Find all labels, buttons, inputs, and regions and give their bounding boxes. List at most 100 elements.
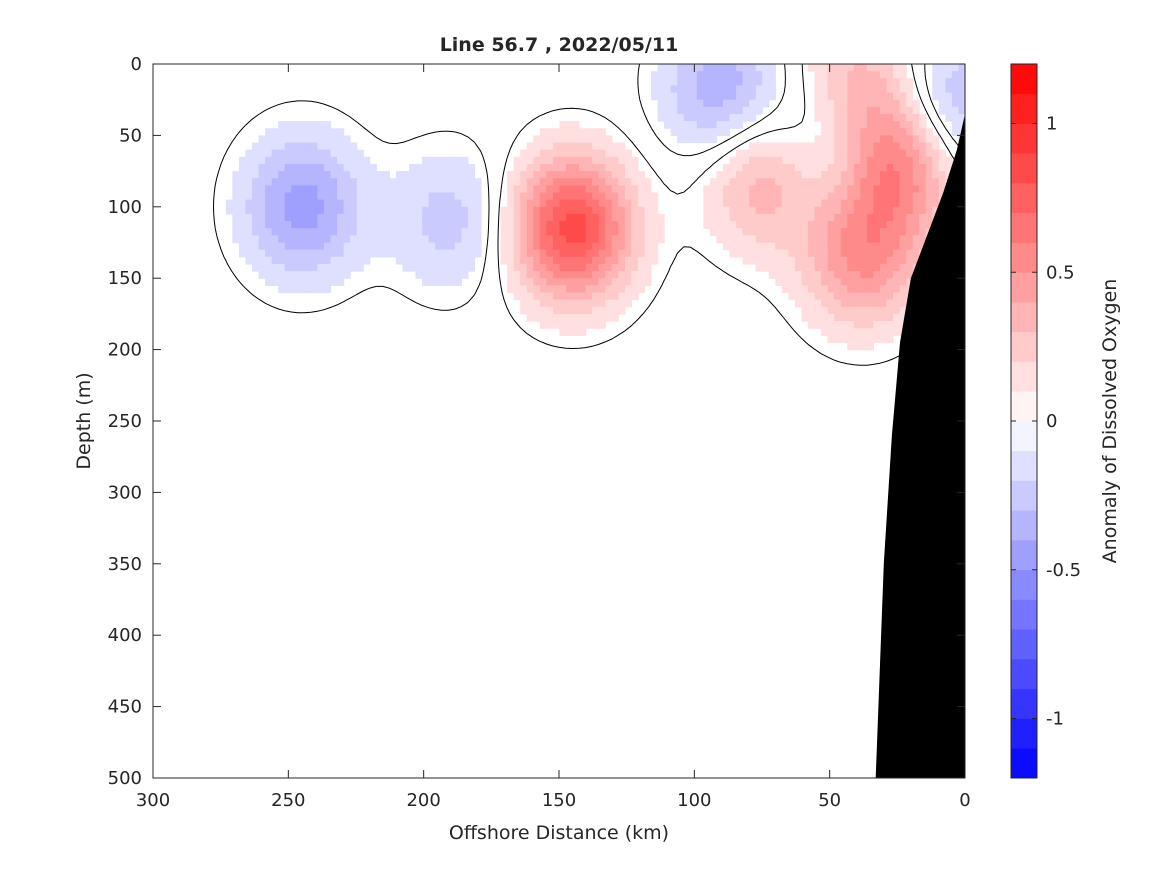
contour-cell bbox=[350, 228, 358, 236]
contour-cell bbox=[409, 228, 417, 236]
contour-cell bbox=[513, 285, 521, 294]
contour-cell bbox=[350, 163, 358, 172]
contour-cell bbox=[657, 99, 665, 108]
contour-cell bbox=[513, 171, 521, 179]
contour-cell bbox=[644, 221, 652, 229]
contour-cell bbox=[808, 313, 816, 322]
contour-cell bbox=[808, 185, 816, 194]
contour-cell bbox=[736, 171, 744, 179]
contour-cell bbox=[637, 263, 646, 272]
contour-cell bbox=[886, 78, 894, 87]
contour-cell bbox=[722, 64, 731, 72]
contour-cell bbox=[814, 156, 822, 165]
contour-cell bbox=[906, 278, 914, 286]
contour-cell bbox=[265, 249, 273, 258]
contour-cell bbox=[428, 278, 436, 286]
contour-cell bbox=[304, 285, 312, 294]
contour-cell bbox=[310, 128, 319, 136]
contour-cell bbox=[552, 306, 561, 315]
contour-cell bbox=[454, 213, 462, 222]
contour-cell bbox=[631, 163, 639, 172]
contour-cell bbox=[317, 213, 325, 222]
contour-cell bbox=[618, 228, 626, 236]
contour-cell bbox=[258, 235, 266, 244]
contour-cell bbox=[866, 313, 875, 322]
contour-cell bbox=[291, 156, 299, 165]
contour-cell bbox=[794, 149, 803, 158]
contour-cell bbox=[853, 342, 861, 351]
contour-cell bbox=[840, 235, 848, 244]
contour-cell bbox=[834, 163, 842, 172]
contour-cell bbox=[572, 221, 580, 229]
contour-cell bbox=[343, 242, 351, 251]
contour-cell bbox=[768, 163, 776, 172]
contour-cell bbox=[428, 228, 436, 236]
contour-cell bbox=[297, 121, 305, 129]
contour-cell bbox=[284, 135, 292, 144]
contour-cell bbox=[860, 313, 868, 322]
contour-cell bbox=[310, 171, 319, 179]
contour-cell bbox=[631, 278, 639, 286]
contour-cell bbox=[624, 213, 632, 222]
contour-cell bbox=[840, 256, 848, 265]
contour-cell bbox=[323, 199, 332, 208]
contour-cell bbox=[958, 85, 966, 94]
contour-cell bbox=[585, 213, 593, 222]
contour-cell bbox=[722, 228, 731, 236]
contour-cell bbox=[624, 178, 632, 186]
contour-cell bbox=[814, 263, 822, 272]
contour-cell bbox=[572, 213, 580, 222]
contour-cell bbox=[670, 113, 678, 122]
contour-cell bbox=[879, 278, 888, 286]
contour-cell bbox=[624, 163, 632, 172]
contour-cell bbox=[552, 228, 561, 236]
contour-cell bbox=[572, 242, 580, 251]
contour-cell bbox=[840, 278, 848, 286]
contour-cell bbox=[919, 235, 927, 244]
contour-cell bbox=[749, 85, 757, 94]
contour-cell bbox=[775, 192, 783, 201]
contour-cell bbox=[461, 199, 469, 208]
contour-cell bbox=[350, 149, 358, 158]
contour-cell bbox=[559, 135, 567, 144]
contour-cell bbox=[709, 99, 718, 108]
contour-cell bbox=[579, 128, 587, 136]
contour-cell bbox=[853, 135, 861, 144]
contour-cell bbox=[474, 242, 482, 251]
contour-cell bbox=[749, 64, 757, 72]
contour-cell bbox=[808, 142, 816, 151]
contour-cell bbox=[866, 156, 875, 165]
contour-cell bbox=[827, 149, 835, 158]
contour-cell bbox=[441, 163, 449, 172]
contour-cell bbox=[794, 285, 803, 294]
contour-cell bbox=[860, 271, 868, 279]
contour-cell bbox=[258, 149, 266, 158]
contour-cell bbox=[637, 285, 646, 294]
contour-cell bbox=[794, 228, 803, 236]
contour-cell bbox=[284, 142, 292, 151]
contour-cell bbox=[742, 171, 750, 179]
contour-cell bbox=[546, 199, 554, 208]
contour-cell bbox=[565, 171, 574, 179]
contour-cell bbox=[572, 299, 580, 308]
contour-cell bbox=[552, 285, 561, 294]
contour-cell bbox=[631, 292, 639, 301]
contour-cell bbox=[611, 221, 619, 229]
contour-cell bbox=[696, 106, 704, 115]
contour-cell bbox=[840, 163, 848, 172]
contour-cell bbox=[284, 163, 292, 172]
contour-cell bbox=[605, 221, 613, 229]
contour-cell bbox=[808, 235, 816, 244]
contour-cell bbox=[722, 192, 731, 201]
contour-cell bbox=[762, 192, 770, 201]
contour-cell bbox=[579, 285, 587, 294]
contour-cell bbox=[827, 128, 835, 136]
contour-cell bbox=[664, 78, 672, 87]
contour-cell bbox=[912, 149, 920, 158]
contour-cell bbox=[513, 213, 521, 222]
contour-cell bbox=[572, 121, 580, 129]
contour-cell bbox=[422, 256, 430, 265]
contour-cell bbox=[794, 263, 803, 272]
contour-cell bbox=[565, 292, 574, 301]
contour-cell bbox=[579, 263, 587, 272]
